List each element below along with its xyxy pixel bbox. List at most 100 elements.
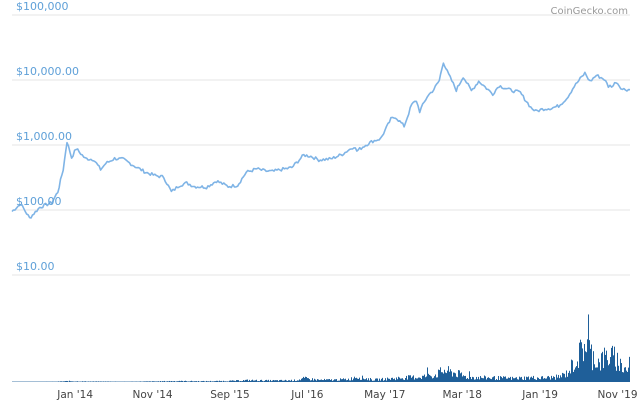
volume-bar [272, 380, 273, 382]
volume-bar [523, 379, 524, 382]
volume-bar [315, 379, 316, 382]
volume-bar [427, 367, 428, 382]
volume-bar [400, 378, 401, 382]
volume-bar [249, 379, 250, 382]
volume-bar [349, 380, 350, 382]
volume-bar [512, 376, 513, 382]
volume-bar [474, 379, 475, 382]
volume-bar [355, 378, 356, 382]
volume-bar [530, 377, 531, 382]
volume-bar [389, 378, 390, 382]
volume-bar [448, 366, 449, 382]
volume-bar [601, 353, 602, 382]
volume-bar [414, 379, 415, 382]
volume-bar [386, 380, 387, 382]
volume-bar [525, 379, 526, 382]
volume-bar [479, 379, 480, 382]
volume-bar [607, 360, 608, 382]
volume-bar [264, 380, 265, 382]
volume-bar [368, 378, 369, 382]
volume-bar [260, 379, 261, 382]
volume-bar [420, 377, 421, 382]
volume-bar [543, 378, 544, 382]
volume-bar [166, 381, 167, 382]
volume-bar [539, 379, 540, 382]
volume-bar [145, 381, 146, 382]
volume-bar [279, 380, 280, 382]
volume-bar [411, 377, 412, 382]
volume-bar [582, 348, 583, 382]
volume-bar [550, 379, 551, 382]
volume-bar [143, 381, 144, 382]
volume-bar [605, 354, 606, 382]
volume-bar [546, 378, 547, 382]
volume-bar [544, 378, 545, 382]
volume-bar [476, 376, 477, 382]
volume-bar [241, 381, 242, 382]
volume-bar [312, 378, 313, 382]
x-tick-label: Mar '18 [442, 389, 481, 401]
volume-bar [488, 377, 489, 382]
volume-bar [226, 381, 227, 382]
volume-bar [627, 371, 628, 382]
volume-bar [177, 381, 178, 382]
volume-bar [178, 381, 179, 382]
volume-bar [313, 380, 314, 382]
volume-bar [503, 376, 504, 382]
volume-bar [93, 381, 94, 382]
volume-bar [275, 380, 276, 382]
volume-bar [500, 376, 501, 382]
volume-bar [499, 380, 500, 382]
volume-bar [262, 380, 263, 382]
volume-bar [152, 381, 153, 382]
volume-bar [554, 376, 555, 382]
volume-bar [282, 380, 283, 382]
volume-bar [574, 369, 575, 382]
volume-bar [322, 380, 323, 382]
volume-bar [193, 381, 194, 382]
volume-bar [591, 344, 592, 382]
volume-bar [484, 375, 485, 382]
volume-bar [374, 380, 375, 382]
volume-bar [502, 378, 503, 382]
volume-bar [195, 381, 196, 382]
volume-bar [606, 350, 607, 382]
volume-bar [185, 380, 186, 382]
volume-bar [537, 377, 538, 382]
volume-bar [487, 377, 488, 382]
volume-bar [395, 380, 396, 382]
volume-bar [346, 380, 347, 382]
volume-bar [300, 380, 301, 382]
volume-bar [103, 381, 104, 382]
volume-bar [261, 379, 262, 382]
y-tick-label: $10.00 [16, 260, 55, 273]
volume-bar [553, 376, 554, 382]
volume-bar [348, 378, 349, 382]
volume-bar [216, 380, 217, 382]
volume-bar [255, 380, 256, 382]
volume-bar [555, 379, 556, 382]
volume-bar [361, 379, 362, 382]
volume-bar [561, 377, 562, 382]
x-tick-label: Jan '19 [521, 389, 558, 401]
volume-bar [390, 379, 391, 382]
volume-bar [352, 380, 353, 382]
volume-bar [370, 377, 371, 382]
volume-bar [418, 377, 419, 382]
volume-bar [155, 381, 156, 382]
volume-bar [578, 367, 579, 382]
volume-bar [203, 380, 204, 382]
volume-bar [325, 379, 326, 382]
volume-bar [577, 361, 578, 382]
volume-bar [621, 363, 622, 382]
volume-bar [517, 379, 518, 382]
volume-bar [598, 358, 599, 382]
volume-bar [475, 379, 476, 382]
volume-bar [563, 373, 564, 382]
volume-bar [501, 376, 502, 382]
volume-bar [162, 381, 163, 382]
y-tick-label: $100,000 [16, 0, 69, 13]
volume-bar [263, 381, 264, 382]
volume-bar [560, 375, 561, 382]
volume-bar [287, 381, 288, 382]
